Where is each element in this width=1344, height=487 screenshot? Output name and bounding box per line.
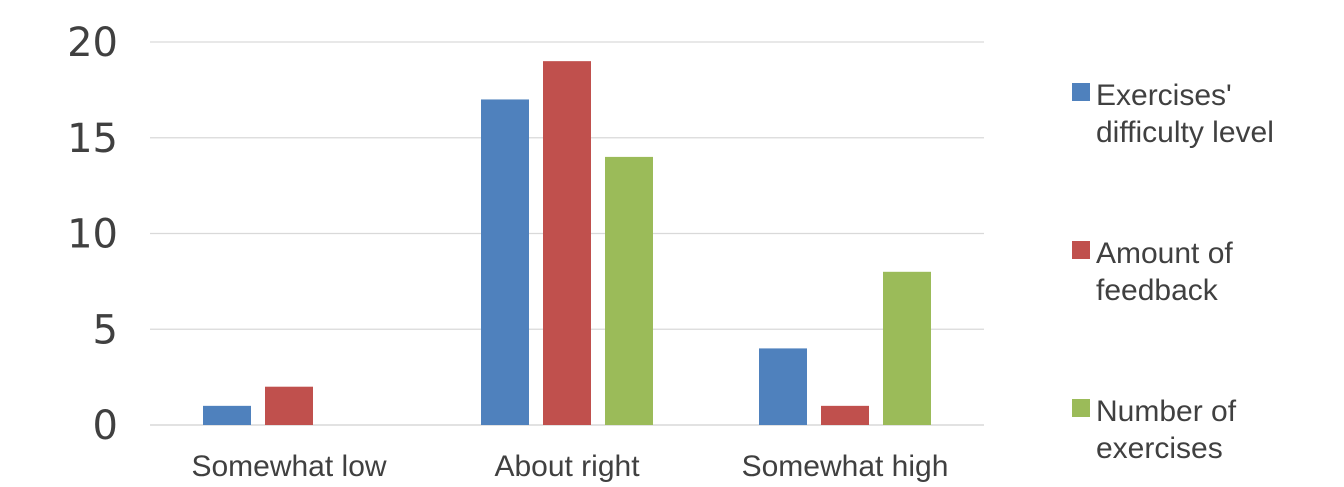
legend-label: Amount of	[1096, 237, 1233, 270]
y-tick-label: 10	[67, 212, 118, 258]
bar-2-2	[543, 61, 591, 426]
bar-2-1	[265, 386, 313, 425]
legend-label: Number of	[1096, 395, 1237, 428]
legend-swatch	[1072, 241, 1090, 259]
bar-3-2	[605, 156, 653, 425]
legend-label: Exercises'	[1096, 79, 1232, 112]
legend-swatch	[1072, 399, 1090, 417]
legend-label: exercises	[1096, 432, 1223, 465]
bar-2-3	[821, 405, 869, 425]
y-tick-label: 15	[67, 116, 118, 162]
bar-1-1	[203, 405, 251, 425]
x-tick-label: Somewhat low	[191, 450, 386, 483]
bar-1-2	[481, 99, 529, 425]
x-tick-label: About right	[494, 450, 640, 483]
y-tick-label: 20	[67, 20, 118, 66]
x-tick-label: Somewhat high	[742, 450, 949, 483]
bar-1-3	[759, 348, 807, 425]
legend-swatch	[1072, 83, 1090, 101]
bar-3-3	[883, 271, 931, 425]
bars	[203, 61, 931, 426]
legend: Exercises' difficulty level Amount of feedb…	[1072, 79, 1274, 465]
y-tick-label: 0	[93, 403, 118, 449]
legend-label: difficulty level	[1096, 116, 1274, 149]
x-axis: Somewhat low About right Somewhat high	[191, 450, 948, 483]
y-axis: 0 5 10 15 20	[67, 20, 118, 449]
y-tick-label: 5	[93, 307, 118, 353]
legend-label: feedback	[1096, 274, 1219, 307]
